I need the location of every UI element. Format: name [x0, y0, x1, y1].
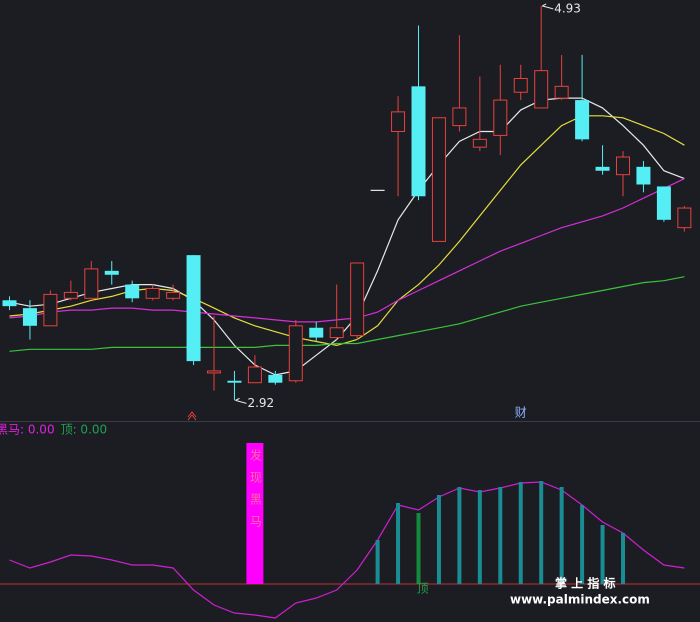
candle-body	[145, 288, 160, 299]
ma-line	[9, 97, 685, 376]
candle-body	[63, 291, 78, 299]
candle-body	[288, 325, 303, 382]
candle-body	[677, 207, 692, 229]
indicator-bar	[580, 505, 585, 584]
candle-body	[2, 300, 17, 307]
candle-body	[43, 293, 58, 327]
watermark: www.palmindex.com	[510, 593, 650, 607]
indicator-bar	[477, 490, 482, 584]
candle-body	[309, 327, 324, 338]
candle-body	[554, 85, 569, 99]
annotation-label: 2.92	[247, 396, 274, 410]
candle-body	[534, 70, 549, 109]
indicator-bar	[396, 503, 401, 584]
indicator-bar	[539, 481, 544, 584]
watermark: 掌 上 指 标	[555, 576, 616, 591]
candle-body	[350, 262, 365, 337]
indicator-bar	[518, 482, 523, 584]
candle-body	[493, 99, 508, 136]
annotation-arrow	[541, 3, 554, 10]
candle-body	[616, 156, 630, 176]
legend-entry: 顶: 0.00	[61, 423, 108, 437]
indicator-bar	[416, 513, 421, 584]
indicator-bar	[621, 533, 625, 584]
bar-label: 发现黑马	[248, 448, 262, 537]
indicator-bar	[375, 540, 380, 584]
annotation-arrow	[235, 397, 247, 404]
candle-body	[575, 100, 590, 140]
candle-body	[513, 78, 528, 93]
indicator-bar	[457, 487, 462, 584]
candle-body	[411, 86, 426, 197]
candle-body	[207, 370, 221, 374]
indicator-bar	[600, 525, 605, 584]
bar-label: 顶	[416, 582, 428, 596]
candle-body	[636, 166, 651, 185]
ma-line	[9, 115, 685, 347]
candle-body	[22, 308, 37, 326]
candle-body	[104, 270, 119, 275]
candle-body	[329, 327, 344, 339]
candle-body	[268, 374, 283, 383]
candle-body	[656, 186, 671, 220]
candle-body	[472, 138, 487, 148]
candle-body	[125, 284, 140, 299]
ma-line	[9, 276, 685, 352]
indicator-bar	[559, 487, 564, 584]
candle-body	[84, 268, 99, 299]
indicator-bar	[246, 443, 264, 584]
legend-entry: 黑马: 0.00	[0, 423, 55, 437]
candle-body	[452, 107, 467, 127]
marker-label: 财	[515, 406, 527, 420]
indicator-line	[9, 481, 685, 619]
candle-body	[595, 166, 610, 171]
ma-line	[9, 178, 685, 323]
candle-body	[391, 111, 406, 132]
candle-body	[431, 117, 446, 242]
indicator-bar	[498, 487, 503, 584]
candle-body	[227, 380, 242, 383]
signal-arrow	[187, 411, 197, 421]
annotation-label: 4.93	[554, 1, 581, 15]
candle-body	[247, 366, 262, 384]
candle-body	[166, 291, 181, 299]
candle-body	[186, 255, 201, 362]
indicator-bar	[436, 495, 441, 584]
